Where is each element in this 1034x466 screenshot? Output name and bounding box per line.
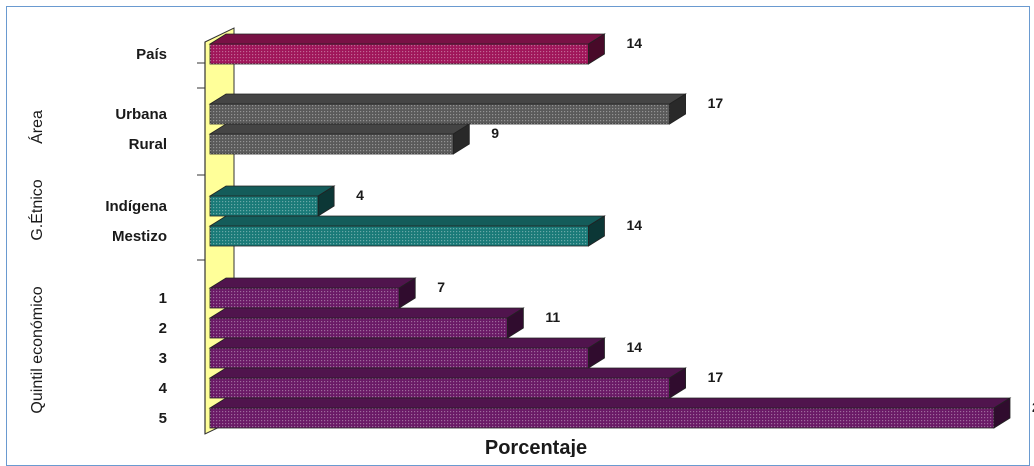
- data-label: 14: [626, 217, 642, 233]
- data-label: 4: [356, 187, 364, 203]
- bar: [208, 367, 687, 399]
- category-label: Mestizo: [112, 228, 167, 245]
- data-label: 17: [708, 369, 724, 385]
- category-label: 1: [159, 290, 167, 307]
- data-label: 9: [491, 125, 499, 141]
- bar: [208, 307, 525, 339]
- category-label: Urbana: [115, 106, 167, 123]
- data-label: 29: [1032, 399, 1034, 415]
- category-label: 5: [159, 410, 167, 427]
- group-label: Área: [27, 110, 46, 144]
- category-label: País: [136, 46, 167, 63]
- category-label: 3: [159, 350, 167, 367]
- bar: [208, 93, 687, 125]
- category-label: 4: [159, 380, 168, 397]
- data-label: 14: [626, 339, 642, 355]
- data-label: 7: [437, 279, 445, 295]
- bar: [208, 397, 1012, 429]
- category-label: Indígena: [105, 198, 167, 215]
- bar: [208, 215, 606, 247]
- data-label: 17: [708, 95, 724, 111]
- group-label: G.Étnico: [27, 179, 46, 240]
- bar: [208, 277, 417, 309]
- bar: [208, 123, 471, 155]
- bar: [208, 337, 606, 369]
- x-axis-label: Porcentaje: [485, 437, 587, 457]
- data-label: 11: [545, 309, 560, 325]
- category-label: Rural: [129, 136, 167, 153]
- group-label: Quintil económico: [29, 286, 46, 413]
- data-label: 14: [626, 35, 642, 51]
- bar: [208, 33, 606, 65]
- bar: [208, 185, 336, 217]
- category-label: 2: [159, 320, 167, 337]
